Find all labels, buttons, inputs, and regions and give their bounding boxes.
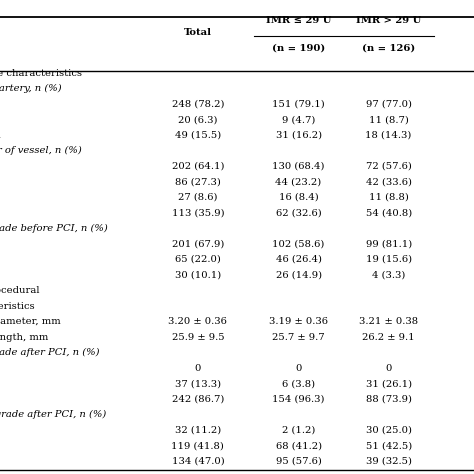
Text: 62 (32.6): 62 (32.6) [276, 209, 321, 218]
Text: 31 (26.1): 31 (26.1) [365, 379, 412, 388]
Text: 68 (41.2): 68 (41.2) [275, 441, 322, 450]
Text: 119 (41.8): 119 (41.8) [172, 441, 224, 450]
Text: 95 (57.6): 95 (57.6) [276, 457, 321, 466]
Text: Baseline characteristics: Baseline characteristics [0, 69, 82, 78]
Text: 97 (77.0): 97 (77.0) [365, 100, 412, 109]
Text: 16 (8.4): 16 (8.4) [279, 193, 319, 202]
Text: 4 (3.3): 4 (3.3) [372, 271, 405, 280]
Text: 37 (13.3): 37 (13.3) [175, 379, 221, 388]
Text: RCA: RCA [0, 131, 1, 140]
Text: 248 (78.2): 248 (78.2) [172, 100, 224, 109]
Text: 102 (58.6): 102 (58.6) [273, 239, 325, 248]
Text: 9 (4.7): 9 (4.7) [282, 115, 315, 124]
Text: 242 (86.7): 242 (86.7) [172, 395, 224, 404]
Text: TIMI grade after PCI, n (%): TIMI grade after PCI, n (%) [0, 348, 99, 357]
Text: 88 (73.9): 88 (73.9) [365, 395, 412, 404]
Text: 202 (64.1): 202 (64.1) [172, 162, 224, 171]
Text: 3.19 ± 0.36: 3.19 ± 0.36 [269, 317, 328, 326]
Text: 25.9 ± 9.5: 25.9 ± 9.5 [172, 333, 224, 342]
Text: 39 (32.5): 39 (32.5) [365, 457, 412, 466]
Text: 86 (27.3): 86 (27.3) [175, 177, 221, 186]
Text: 31 (16.2): 31 (16.2) [275, 131, 322, 140]
Text: 18 (14.3): 18 (14.3) [365, 131, 412, 140]
Text: Total: Total [184, 28, 212, 37]
Text: 27 (8.6): 27 (8.6) [178, 193, 218, 202]
Text: 46 (26.4): 46 (26.4) [275, 255, 322, 264]
Text: 134 (47.0): 134 (47.0) [172, 457, 224, 466]
Text: characteristics: characteristics [0, 301, 36, 310]
Text: 3.21 ± 0.38: 3.21 ± 0.38 [359, 317, 418, 326]
Text: Culprit artery, n (%): Culprit artery, n (%) [0, 84, 61, 93]
Text: 30 (25.0): 30 (25.0) [365, 426, 412, 435]
Text: 26 (14.9): 26 (14.9) [275, 271, 322, 280]
Text: 30 (10.1): 30 (10.1) [175, 271, 221, 280]
Text: 25.7 ± 9.7: 25.7 ± 9.7 [272, 333, 325, 342]
Text: 54 (40.8): 54 (40.8) [365, 209, 412, 218]
Text: 44 (23.2): 44 (23.2) [275, 177, 322, 186]
Text: 11 (8.8): 11 (8.8) [369, 193, 409, 202]
Text: Stent diameter, mm: Stent diameter, mm [0, 317, 61, 326]
Text: 20 (6.3): 20 (6.3) [178, 115, 218, 124]
Text: Post-procedural: Post-procedural [0, 286, 40, 295]
Text: 99 (81.1): 99 (81.1) [365, 239, 412, 248]
Text: 3.20 ± 0.36: 3.20 ± 0.36 [168, 317, 228, 326]
Text: 19 (15.6): 19 (15.6) [365, 255, 412, 264]
Text: TIMI grade before PCI, n (%): TIMI grade before PCI, n (%) [0, 224, 108, 233]
Text: 26.2 ± 9.1: 26.2 ± 9.1 [362, 333, 415, 342]
Text: 72 (57.6): 72 (57.6) [366, 162, 411, 171]
Text: IMR > 29 U: IMR > 29 U [356, 16, 421, 25]
Text: 6 (3.8): 6 (3.8) [282, 379, 315, 388]
Text: 49 (15.5): 49 (15.5) [175, 131, 221, 140]
Text: TMPG grade after PCI, n (%): TMPG grade after PCI, n (%) [0, 410, 106, 419]
Text: 130 (68.4): 130 (68.4) [273, 162, 325, 171]
Text: (n = 190): (n = 190) [272, 44, 325, 53]
Text: 11 (8.7): 11 (8.7) [369, 115, 409, 124]
Text: (n = 126): (n = 126) [362, 44, 415, 53]
Text: 0: 0 [195, 364, 201, 373]
Text: 2 (1.2): 2 (1.2) [282, 426, 315, 435]
Text: 32 (11.2): 32 (11.2) [175, 426, 221, 435]
Text: 42 (33.6): 42 (33.6) [365, 177, 412, 186]
Text: 51 (42.5): 51 (42.5) [365, 441, 412, 450]
Text: 154 (96.3): 154 (96.3) [273, 395, 325, 404]
Text: Number of vessel, n (%): Number of vessel, n (%) [0, 146, 82, 155]
Text: 151 (79.1): 151 (79.1) [272, 100, 325, 109]
Text: Stent length, mm: Stent length, mm [0, 333, 48, 342]
Text: 0: 0 [385, 364, 392, 373]
Text: IMR ≤ 29 U: IMR ≤ 29 U [266, 16, 331, 25]
Text: 113 (35.9): 113 (35.9) [172, 209, 224, 218]
Text: 201 (67.9): 201 (67.9) [172, 239, 224, 248]
Text: 65 (22.0): 65 (22.0) [175, 255, 221, 264]
Text: 0: 0 [295, 364, 302, 373]
